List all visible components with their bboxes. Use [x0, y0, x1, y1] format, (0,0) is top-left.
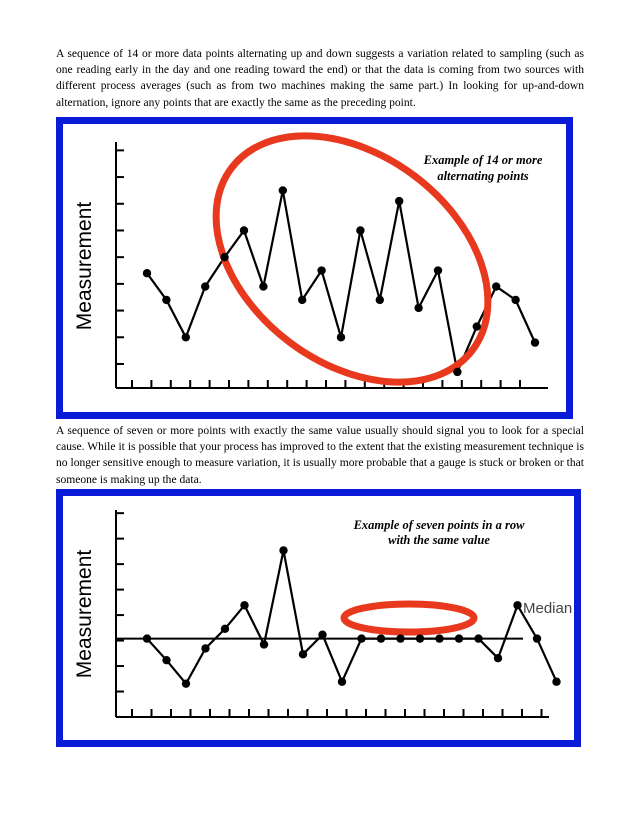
data-points — [142, 186, 540, 377]
chart-annotation-line-2: with the same value — [388, 533, 490, 547]
data-point — [279, 546, 288, 555]
data-point — [181, 679, 191, 688]
y-axis-label: Measurement — [73, 202, 96, 331]
data-point — [220, 624, 230, 633]
same-value-chart-frame: Measurement Example of seven points in a… — [56, 489, 581, 747]
data-point — [278, 186, 287, 195]
data-point — [357, 634, 366, 643]
data-point — [396, 634, 405, 643]
data-point — [433, 266, 443, 275]
chart-annotation-line-2: alternating points — [437, 169, 528, 183]
data-point — [472, 322, 481, 331]
data-point — [259, 640, 269, 649]
data-point — [453, 367, 462, 377]
data-point — [259, 282, 268, 291]
data-point — [474, 634, 483, 643]
data-point — [530, 338, 540, 347]
data-point — [375, 295, 384, 305]
data-point — [414, 303, 423, 313]
data-point — [201, 644, 210, 653]
data-point — [239, 226, 249, 235]
data-point — [415, 634, 425, 643]
paragraph-same-value: A sequence of seven or more points with … — [56, 425, 584, 486]
highlight-ellipse — [340, 600, 478, 636]
chart-annotation-line-1: Example of 14 or more — [423, 153, 543, 167]
data-point — [317, 266, 326, 275]
data-point — [318, 630, 327, 639]
data-point — [337, 677, 347, 686]
data-point — [298, 295, 307, 305]
median-label: Median — [523, 600, 572, 617]
series-line — [146, 550, 558, 686]
axes — [115, 510, 549, 718]
paragraph-alternating: A sequence of 14 or more data points alt… — [56, 48, 584, 109]
data-point — [435, 634, 444, 643]
data-point — [142, 268, 152, 278]
data-point — [181, 333, 190, 342]
data-point — [142, 634, 152, 643]
data-point — [220, 252, 229, 262]
y-axis-label: Measurement — [73, 550, 96, 679]
data-point — [162, 655, 171, 665]
data-point — [336, 333, 346, 342]
chart-annotation-line-1: Example of seven points in a row — [353, 518, 526, 532]
alternating-points-chart: Measurement Example of 14 or more altern… — [73, 132, 548, 389]
data-point — [513, 601, 522, 610]
data-point — [532, 634, 542, 643]
data-point — [201, 282, 210, 291]
same-value-chart: Measurement Example of seven points in a… — [73, 510, 572, 718]
data-point — [454, 634, 464, 643]
data-point — [162, 295, 171, 305]
highlight-ellipse — [212, 132, 492, 386]
alternating-points-chart-frame: Measurement Example of 14 or more altern… — [56, 117, 573, 419]
data-point — [395, 196, 404, 206]
data-points — [142, 546, 561, 688]
data-point — [493, 654, 503, 663]
data-point — [511, 295, 520, 305]
data-point — [240, 601, 249, 610]
data-point — [298, 650, 308, 659]
data-point — [376, 634, 386, 643]
data-point — [356, 226, 365, 235]
data-point — [492, 282, 501, 291]
data-point — [552, 677, 561, 686]
